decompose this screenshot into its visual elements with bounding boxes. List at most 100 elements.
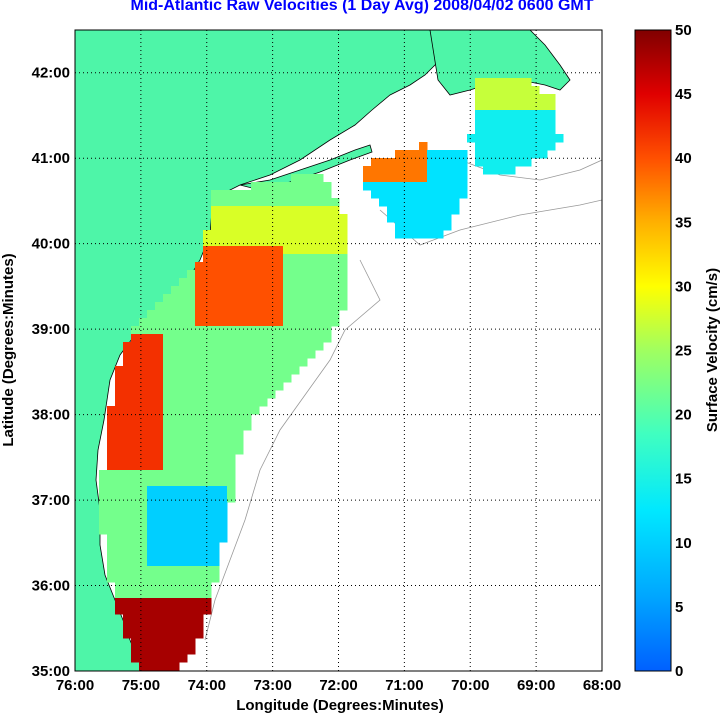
velocity-cell — [171, 518, 180, 527]
velocity-cell — [227, 478, 236, 487]
velocity-cell — [147, 550, 156, 559]
velocity-cell — [211, 382, 220, 391]
velocity-cell — [195, 542, 204, 551]
velocity-cell — [219, 198, 228, 207]
velocity-cell — [523, 150, 532, 159]
velocity-cell — [139, 350, 148, 359]
velocity-cell — [467, 134, 476, 143]
velocity-cell — [315, 310, 324, 319]
velocity-cell — [315, 302, 324, 311]
velocity-cell — [147, 630, 156, 639]
velocity-cell — [499, 86, 508, 95]
velocity-cell — [171, 606, 180, 615]
velocity-cell — [331, 198, 340, 207]
velocity-cell — [475, 158, 484, 167]
velocity-cell — [219, 286, 228, 295]
velocity-cell — [155, 502, 164, 511]
velocity-cell — [139, 358, 148, 367]
velocity-cell — [131, 590, 140, 599]
velocity-cell — [115, 470, 124, 479]
velocity-cell — [515, 86, 524, 95]
velocity-cell — [307, 326, 316, 335]
velocity-cell — [307, 334, 316, 343]
velocity-cell — [163, 494, 172, 503]
velocity-cell — [267, 286, 276, 295]
velocity-cell — [179, 606, 188, 615]
velocity-cell — [259, 190, 268, 199]
velocity-cell — [475, 86, 484, 95]
velocity-cell — [211, 502, 220, 511]
velocity-cell — [163, 398, 172, 407]
velocity-cell — [459, 150, 468, 159]
velocity-cell — [235, 254, 244, 263]
velocity-cell — [299, 214, 308, 223]
colorbar-tick-label: 5 — [675, 599, 683, 616]
velocity-cell — [179, 398, 188, 407]
velocity-cell — [171, 390, 180, 399]
colorbar-tick-label: 0 — [675, 663, 683, 680]
velocity-cell — [547, 110, 556, 119]
velocity-cell — [291, 318, 300, 327]
velocity-cell — [123, 398, 132, 407]
velocity-cell — [299, 254, 308, 263]
velocity-cell — [499, 134, 508, 143]
velocity-cell — [155, 518, 164, 527]
velocity-cell — [299, 182, 308, 191]
velocity-cell — [251, 342, 260, 351]
velocity-cell — [339, 214, 348, 223]
velocity-cell — [235, 238, 244, 247]
velocity-cell — [147, 438, 156, 447]
velocity-cell — [123, 462, 132, 471]
velocity-cell — [387, 174, 396, 183]
velocity-cell — [227, 342, 236, 351]
velocity-cell — [139, 550, 148, 559]
velocity-cell — [235, 334, 244, 343]
velocity-cell — [235, 230, 244, 239]
velocity-cell — [339, 238, 348, 247]
velocity-cell — [515, 118, 524, 127]
velocity-cell — [547, 118, 556, 127]
velocity-cell — [451, 150, 460, 159]
velocity-cell — [451, 198, 460, 207]
colorbar-tick-label: 15 — [675, 471, 692, 488]
velocity-cell — [147, 494, 156, 503]
velocity-cell — [163, 606, 172, 615]
velocity-cell — [339, 230, 348, 239]
velocity-cell — [427, 230, 436, 239]
velocity-cell — [331, 278, 340, 287]
velocity-cell — [275, 238, 284, 247]
velocity-cell — [131, 366, 140, 375]
velocity-cell — [219, 278, 228, 287]
velocity-cell — [147, 382, 156, 391]
velocity-cell — [531, 86, 540, 95]
velocity-cell — [235, 246, 244, 255]
velocity-cell — [291, 246, 300, 255]
x-tick-labels: 76:00 75:00 74:00 73:00 72:00 71:00 70:00 69:00… — [56, 677, 621, 694]
velocity-cell — [299, 310, 308, 319]
velocity-cell — [251, 390, 260, 399]
velocity-cell — [211, 238, 220, 247]
velocity-cell — [475, 94, 484, 103]
velocity-cell — [131, 438, 140, 447]
velocity-cell — [419, 206, 428, 215]
velocity-cell — [331, 222, 340, 231]
velocity-cell — [147, 534, 156, 543]
velocity-cell — [291, 278, 300, 287]
velocity-cell — [171, 478, 180, 487]
velocity-cell — [219, 390, 228, 399]
velocity-cell — [155, 654, 164, 663]
velocity-cell — [219, 478, 228, 487]
velocity-cell — [131, 654, 140, 663]
velocity-cell — [163, 558, 172, 567]
velocity-cell — [435, 222, 444, 231]
velocity-cell — [187, 486, 196, 495]
velocity-cell — [227, 262, 236, 271]
velocity-cell — [147, 646, 156, 655]
velocity-cell — [339, 294, 348, 303]
velocity-cell — [275, 246, 284, 255]
velocity-cell — [171, 582, 180, 591]
velocity-cell — [499, 158, 508, 167]
velocity-cell — [115, 422, 124, 431]
velocity-cell — [427, 214, 436, 223]
velocity-cell — [267, 222, 276, 231]
